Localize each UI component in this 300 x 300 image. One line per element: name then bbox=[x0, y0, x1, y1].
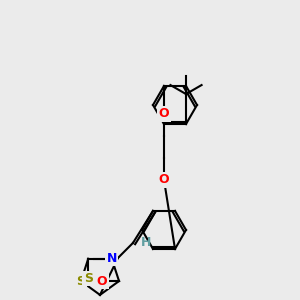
Text: O: O bbox=[97, 274, 107, 288]
Text: S: S bbox=[84, 272, 93, 285]
Text: O: O bbox=[159, 107, 169, 120]
Text: H: H bbox=[141, 236, 152, 249]
Text: N: N bbox=[106, 252, 117, 265]
Text: O: O bbox=[159, 173, 169, 186]
Text: S: S bbox=[76, 274, 85, 288]
